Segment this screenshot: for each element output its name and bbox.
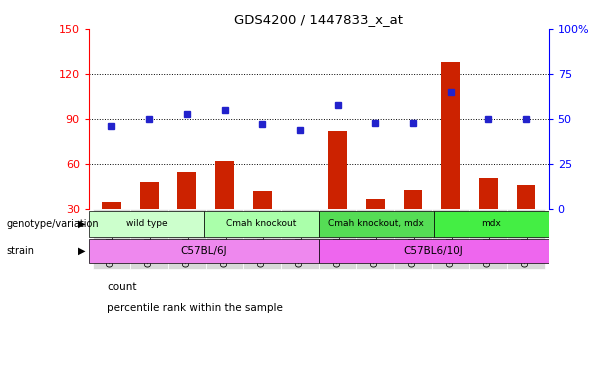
Bar <box>366 199 385 209</box>
Text: wild type: wild type <box>126 219 167 228</box>
Text: GSM413164: GSM413164 <box>295 212 305 267</box>
Text: GSM413166: GSM413166 <box>484 212 493 267</box>
FancyBboxPatch shape <box>356 209 394 269</box>
Text: mdx: mdx <box>481 219 501 228</box>
Text: strain: strain <box>6 246 34 256</box>
Text: Cmah knockout, mdx: Cmah knockout, mdx <box>329 219 424 228</box>
Title: GDS4200 / 1447833_x_at: GDS4200 / 1447833_x_at <box>234 13 403 26</box>
Bar <box>328 131 347 209</box>
Text: GSM413167: GSM413167 <box>522 212 530 267</box>
Text: GSM413165: GSM413165 <box>446 212 455 267</box>
Text: genotype/variation: genotype/variation <box>6 218 99 229</box>
FancyBboxPatch shape <box>319 209 356 269</box>
FancyBboxPatch shape <box>206 209 243 269</box>
Text: GSM413163: GSM413163 <box>257 212 267 267</box>
Bar <box>140 182 159 209</box>
FancyBboxPatch shape <box>281 209 319 269</box>
FancyBboxPatch shape <box>470 209 507 269</box>
Bar <box>89 239 319 263</box>
FancyBboxPatch shape <box>243 209 281 269</box>
Bar <box>253 191 272 209</box>
Bar <box>434 211 549 237</box>
Text: Cmah knockout: Cmah knockout <box>226 219 297 228</box>
Bar <box>319 239 549 263</box>
Text: GSM413160: GSM413160 <box>145 212 154 267</box>
Bar <box>204 211 319 237</box>
Text: ▶: ▶ <box>78 246 86 256</box>
Text: GSM413170: GSM413170 <box>408 212 417 267</box>
Text: count: count <box>107 282 137 292</box>
Bar <box>479 178 498 209</box>
Bar <box>517 185 535 209</box>
Text: GSM413168: GSM413168 <box>333 212 342 267</box>
Text: GSM413169: GSM413169 <box>371 212 380 267</box>
Text: percentile rank within the sample: percentile rank within the sample <box>107 303 283 313</box>
FancyBboxPatch shape <box>432 209 470 269</box>
Bar <box>215 161 234 209</box>
Text: C57BL6/10J: C57BL6/10J <box>404 246 463 256</box>
FancyBboxPatch shape <box>131 209 168 269</box>
Bar <box>89 211 204 237</box>
Text: GSM413162: GSM413162 <box>220 212 229 267</box>
Bar <box>102 202 121 209</box>
FancyBboxPatch shape <box>507 209 545 269</box>
FancyBboxPatch shape <box>93 209 131 269</box>
Text: C57BL/6J: C57BL/6J <box>180 246 227 256</box>
Bar <box>441 62 460 209</box>
Text: ▶: ▶ <box>78 218 86 229</box>
Bar <box>403 190 422 209</box>
Text: GSM413161: GSM413161 <box>182 212 191 267</box>
Bar <box>177 172 196 209</box>
FancyBboxPatch shape <box>168 209 206 269</box>
Text: GSM413159: GSM413159 <box>107 212 116 267</box>
FancyBboxPatch shape <box>394 209 432 269</box>
Bar <box>319 211 434 237</box>
